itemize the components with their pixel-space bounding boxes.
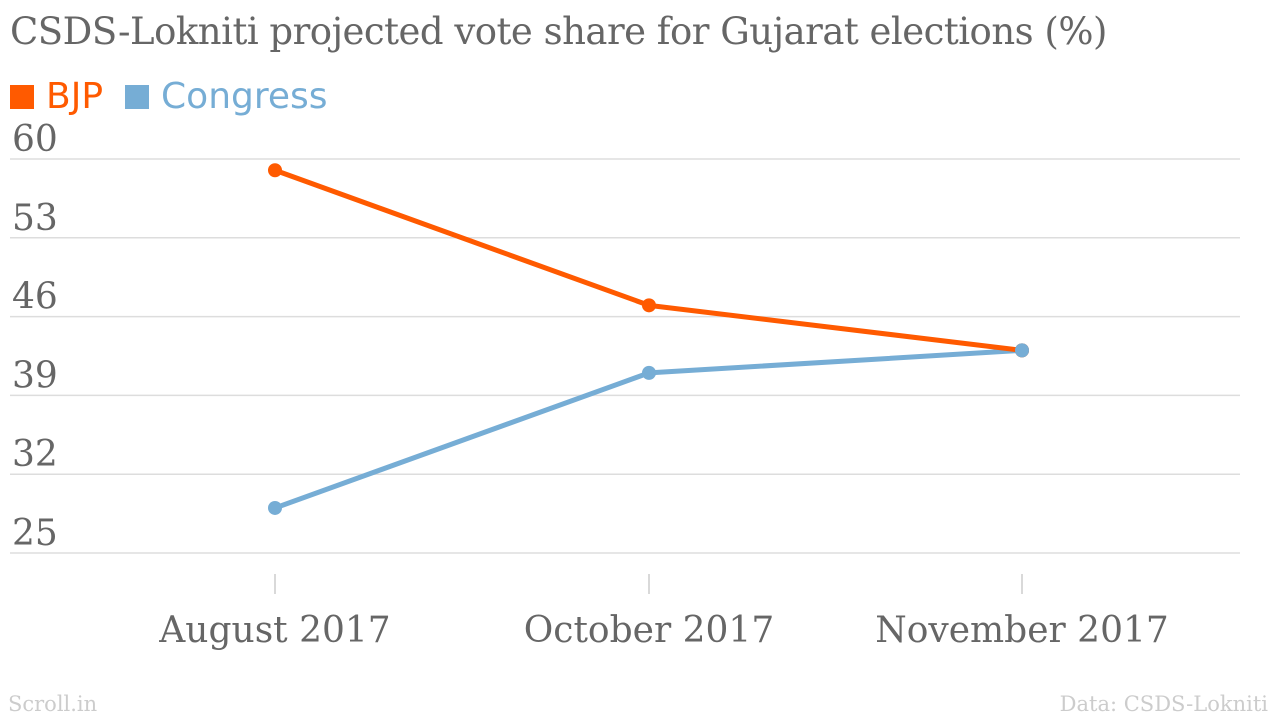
y-tick-label: 53 — [12, 198, 58, 239]
data-point-congress — [268, 500, 282, 515]
data-point-bjp — [268, 163, 282, 178]
source-brand: Scroll.in — [8, 692, 98, 716]
y-tick-label: 39 — [12, 355, 58, 396]
y-tick-label: 25 — [12, 513, 58, 554]
legend-swatch-congress — [125, 84, 150, 109]
legend-label-congress: Congress — [161, 76, 328, 117]
data-credit: Data: CSDS-Lokniti — [1059, 692, 1268, 716]
legend-label-bjp: BJP — [46, 76, 104, 117]
series-line-bjp — [272, 167, 1025, 353]
legend-swatch-bjp — [10, 84, 34, 109]
chart-title: CSDS-Lokniti projected vote share for Gu… — [10, 10, 1107, 53]
data-point-congress — [642, 365, 656, 380]
x-tick-label: August 2017 — [158, 610, 390, 651]
legend-item-bjp: BJP — [10, 76, 103, 117]
data-point-congress — [1015, 343, 1029, 358]
y-tick-label: 46 — [12, 277, 58, 318]
x-tick-label: November 2017 — [875, 610, 1169, 651]
x-tick-label: October 2017 — [524, 610, 774, 651]
y-tick-label: 32 — [12, 434, 58, 475]
legend-item-congress: Congress — [125, 76, 328, 117]
data-point-bjp — [642, 298, 656, 313]
y-tick-label: 60 — [12, 119, 58, 160]
legend: BJP Congress — [10, 76, 350, 117]
